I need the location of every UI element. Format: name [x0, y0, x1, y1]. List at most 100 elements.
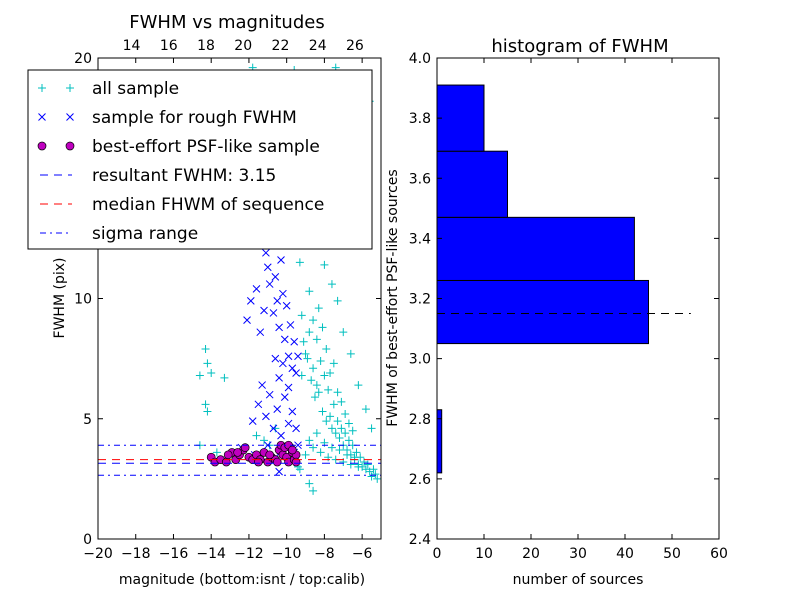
circle-marker: [223, 450, 233, 460]
x-marker: [282, 301, 291, 310]
x-tick-label: 60: [710, 546, 728, 562]
plus-marker: [295, 258, 304, 267]
plus-marker: [326, 369, 335, 378]
x-marker: [277, 431, 285, 440]
plus-marker: [252, 431, 261, 440]
circle-marker: [233, 448, 242, 457]
legend-entry: sample for rough FWHM: [38, 108, 297, 128]
legend-entry: median FHWM of sequence: [40, 195, 324, 215]
legend-entry: sigma range: [40, 224, 198, 244]
plus-marker: [318, 407, 327, 416]
histogram-bar: [436, 216, 635, 281]
left-data-layer: [98, 63, 381, 495]
legend-box: [27, 69, 373, 250]
x-marker: [258, 381, 266, 389]
plus-marker: [309, 443, 318, 452]
legend-entry: all sample: [38, 79, 179, 99]
x-marker: [256, 328, 265, 337]
x-marker: [269, 424, 278, 433]
x-tick-label: 30: [569, 546, 587, 562]
legend-circle-marker: [37, 141, 47, 151]
x-tick-label: 10: [475, 546, 493, 562]
plus-marker: [299, 337, 308, 346]
plus-marker: [341, 409, 350, 418]
plus-marker: [212, 448, 221, 457]
x-tick-label: 40: [616, 546, 634, 562]
legend-label: all sample: [92, 79, 179, 99]
plus-marker: [371, 470, 380, 479]
plus-marker: [316, 448, 325, 457]
plus-marker: [314, 388, 323, 397]
plus-marker: [346, 349, 355, 358]
x-marker: [275, 467, 283, 476]
legend-entry: best-effort PSF-like sample: [37, 137, 320, 157]
top-x-tick-label: 14: [123, 38, 141, 54]
y-tick-label: 2.8: [409, 412, 431, 428]
y-tick-label: 20: [74, 51, 92, 67]
plus-marker: [333, 417, 342, 426]
x-marker: [279, 289, 287, 298]
y-tick-label: 3.2: [409, 292, 431, 308]
plus-marker: [337, 424, 346, 433]
circle-marker: [287, 445, 297, 455]
x-marker: [271, 354, 280, 363]
right-data-layer: [436, 84, 691, 474]
x-marker: [294, 352, 302, 361]
plus-marker: [348, 426, 357, 435]
legend: all sample sample for rough FWHM best-effo…: [27, 69, 373, 250]
top-x-tick-label: 18: [197, 38, 215, 54]
plus-marker: [309, 316, 318, 325]
y-tick-label: 3.8: [409, 111, 431, 127]
plus-marker: [363, 460, 372, 469]
plus-marker: [312, 381, 321, 390]
plus-marker: [322, 345, 331, 354]
plus-marker: [305, 436, 314, 445]
plus-marker: [309, 364, 318, 373]
y-tick-label: 4.0: [409, 51, 431, 67]
plus-marker: [295, 465, 304, 474]
plus-marker: [260, 436, 269, 445]
plus-marker: [320, 260, 329, 269]
x-marker: [243, 316, 251, 324]
x-tick-label: 20: [522, 546, 540, 562]
plus-marker: [337, 397, 346, 406]
plus-marker: [203, 407, 212, 416]
plus-marker: [341, 429, 350, 438]
legend-label: median FHWM of sequence: [92, 195, 324, 215]
plus-marker: [333, 296, 342, 305]
plus-marker: [329, 400, 338, 409]
plus-marker: [335, 446, 344, 455]
plus-marker: [310, 393, 319, 402]
top-x-tick-label: 26: [346, 38, 364, 54]
legend-plus-marker: [38, 84, 46, 92]
plus-marker: [326, 412, 335, 421]
x-tick-label: −10: [272, 546, 302, 562]
legend-entry: resultant FWHM: 3.15: [40, 166, 276, 186]
y-tick-label: 2.6: [409, 472, 431, 488]
x-marker: [269, 309, 278, 317]
x-tick-label: −8: [314, 546, 335, 562]
plus-marker: [305, 287, 314, 296]
circle-marker: [272, 457, 282, 467]
histogram-bar: [436, 150, 508, 218]
y-tick-label: 3.6: [409, 171, 431, 187]
plus-marker: [361, 405, 370, 414]
circle-marker: [265, 450, 275, 460]
plus-marker: [333, 388, 342, 397]
legend-x-marker: [66, 113, 74, 121]
right-x-axis-label: number of sources: [513, 572, 644, 588]
x-marker: [263, 263, 272, 272]
legend-label: resultant FWHM: 3.15: [92, 166, 276, 186]
x-marker: [273, 405, 282, 413]
right-axis-ticks: 0 10 20 30 40 50 60 2.4 2.6 2.8 3.0 3.2 3.4 3.6 3.8 4.0: [409, 51, 728, 562]
x-marker: [263, 441, 272, 450]
plus-marker: [354, 462, 363, 471]
plus-marker: [322, 417, 331, 426]
x-tick-label: 50: [663, 546, 681, 562]
plus-marker: [327, 424, 336, 433]
plus-marker: [369, 465, 378, 474]
plus-marker: [352, 448, 361, 457]
legend-plus-marker: [66, 84, 74, 92]
x-marker: [273, 297, 282, 305]
plus-marker: [203, 359, 212, 368]
